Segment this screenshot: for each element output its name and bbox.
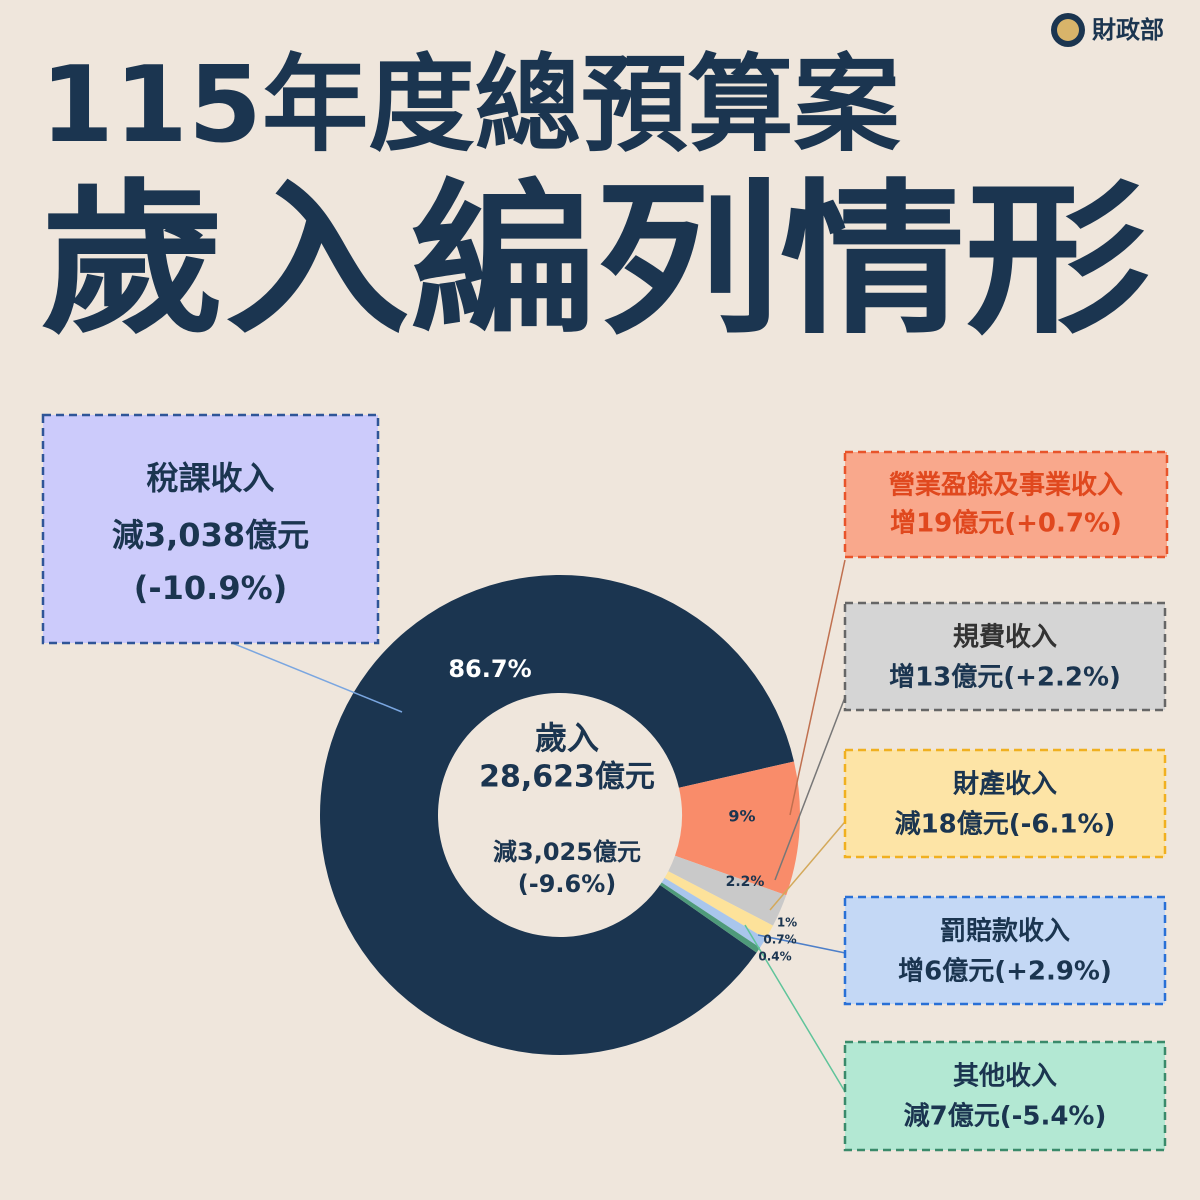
value-label: 2.2% (726, 874, 765, 890)
callout-detail: 增13億元(+2.2%) (889, 662, 1121, 693)
center-label: 減3,025億元 (493, 838, 641, 866)
donut-segment (320, 575, 794, 1056)
donut-segment (664, 871, 773, 939)
donut-segment (659, 882, 760, 953)
callout-box (843, 601, 1167, 712)
title-line1: 115年度總預算案 (40, 44, 901, 166)
callout-detail: 減3,038億元 (112, 516, 309, 554)
category-label: 稅課收入 (146, 459, 274, 497)
value-label: 0.4% (758, 950, 791, 964)
value-label: 1% (777, 916, 797, 930)
callout-line (757, 934, 856, 956)
title-line2: 歲入編列情形 (40, 164, 1150, 356)
callout-detail: 增19億元(+0.7%) (890, 508, 1122, 539)
center-label: 28,623億元 (479, 760, 655, 795)
callout-detail: 增6億元(+2.9%) (898, 956, 1112, 987)
callout-line (769, 809, 856, 911)
donut-segment (668, 855, 787, 926)
callout-box (41, 413, 380, 645)
callout-box (843, 450, 1169, 559)
center-label: (-9.6%) (518, 870, 616, 898)
category-label: 規費收入 (953, 623, 1057, 653)
category-label: 營業盈餘及事業收入 (889, 470, 1123, 501)
callout-line (789, 559, 846, 816)
value-label: 0.7% (763, 933, 796, 947)
callout-detail: 減18億元(-6.1%) (895, 810, 1116, 840)
brand: 財政部 (1092, 16, 1164, 44)
brand-logo-inner (1057, 19, 1079, 41)
callout-box (843, 1040, 1167, 1152)
category-label: 其他收入 (953, 1062, 1057, 1092)
callout-box (843, 895, 1167, 1006)
callout-line (744, 924, 851, 1101)
value-label: 9% (728, 807, 755, 826)
donut-segment (661, 877, 766, 948)
value-label: 86.7% (448, 655, 531, 683)
donut-segment (674, 761, 801, 896)
category-label: 財產收入 (953, 769, 1057, 800)
center-label: 歲入 (535, 719, 599, 757)
callout-detail: (-10.9%) (134, 569, 288, 607)
callout-detail: 減7億元(-5.4%) (904, 1102, 1107, 1132)
callout-box (843, 748, 1167, 859)
category-label: 罰賠款收入 (940, 917, 1070, 947)
